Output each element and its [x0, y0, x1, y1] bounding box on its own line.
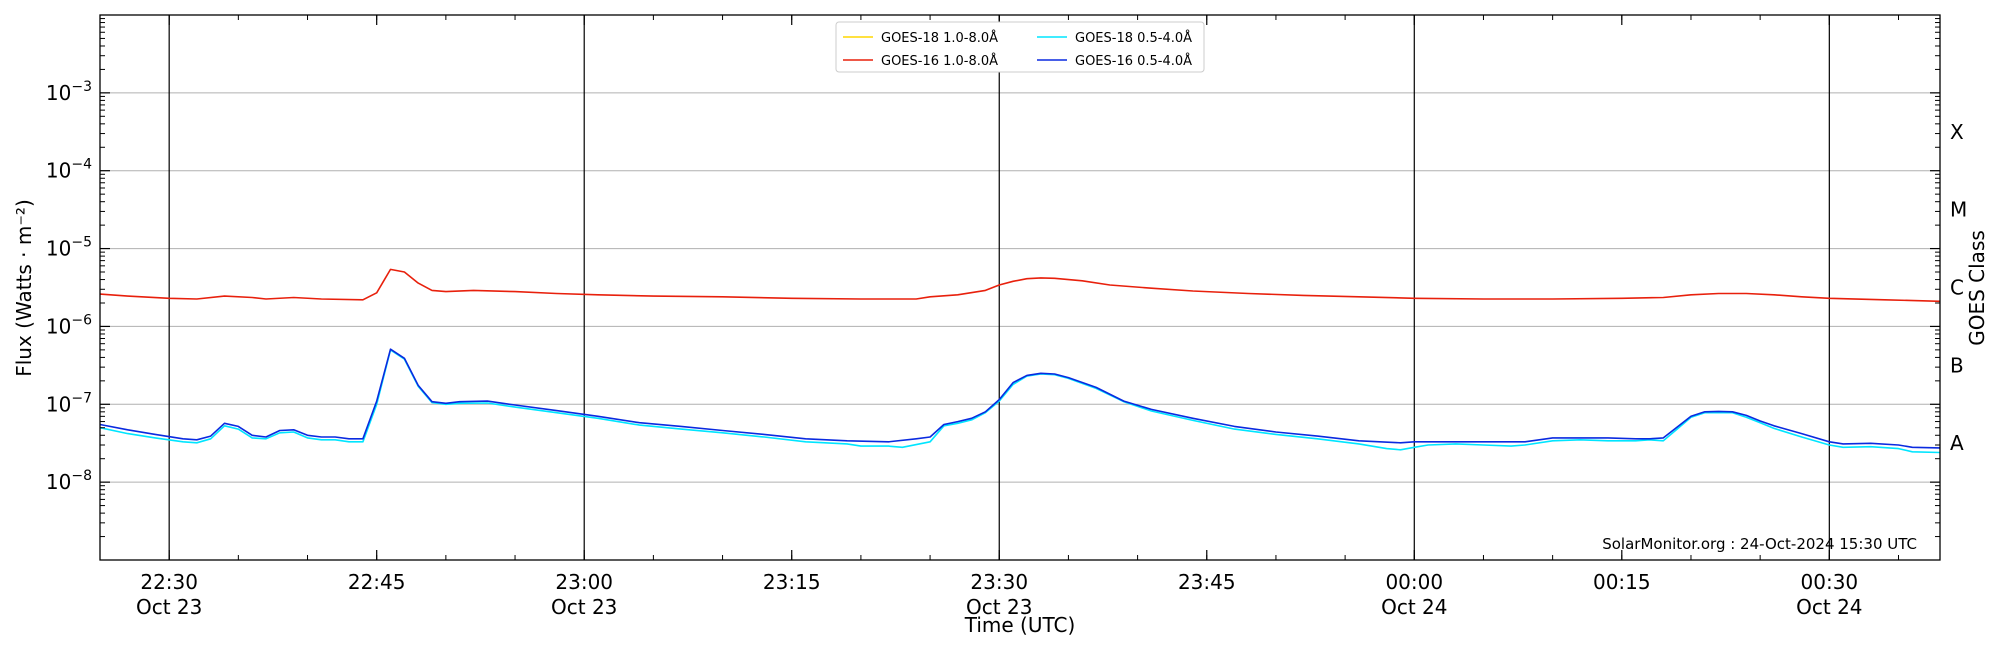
x-tick-label: 23:30 — [970, 570, 1028, 594]
goes-class-layer: A B C M X — [1950, 120, 1967, 455]
grid-layer — [100, 92, 1940, 483]
x-tick-label: 23:45 — [1178, 570, 1236, 594]
goes-class-axis-title: GOES Class — [1965, 230, 1989, 346]
y-axis-title: Flux (Watts · m⁻²) — [12, 199, 36, 377]
y-tick-label: 10−3 — [46, 79, 92, 105]
x-tick-date-label: Oct 23 — [966, 595, 1032, 619]
legend-label: GOES-18 1.0-8.0Å — [881, 30, 998, 46]
goes-class-label: A — [1950, 431, 1964, 455]
legend-label: GOES-16 1.0-8.0Å — [881, 53, 998, 69]
series-layer — [99, 268, 1941, 454]
series-line-2 — [99, 268, 1941, 303]
goes-class-label: C — [1950, 276, 1964, 300]
legend-label: GOES-16 0.5-4.0Å — [1075, 53, 1192, 69]
x-tick-date-label: Oct 23 — [136, 595, 202, 619]
x-tick-label: 00:15 — [1593, 570, 1651, 594]
y-tick-label: 10−4 — [46, 157, 92, 183]
source-annotation: SolarMonitor.org : 24-Oct-2024 15:30 UTC — [1602, 535, 1917, 553]
x-tick-date-label: Oct 23 — [551, 595, 617, 619]
legend: GOES-18 1.0-8.0Å GOES-16 1.0-8.0Å GOES-18 … — [835, 21, 1205, 73]
series-line-3 — [99, 348, 1941, 449]
legend-label: GOES-18 0.5-4.0Å — [1075, 30, 1192, 46]
x-tick-date-label: Oct 24 — [1381, 595, 1447, 619]
legend-box — [835, 21, 1205, 73]
x-tick-label: 00:00 — [1385, 570, 1443, 594]
vertical-lines-layer — [168, 15, 1830, 560]
y-tick-label: 10−7 — [46, 390, 92, 416]
x-tick-label: 23:00 — [555, 570, 613, 594]
series-line-1 — [99, 349, 1941, 454]
goes-class-label: X — [1950, 120, 1964, 144]
x-tick-label: 00:30 — [1801, 570, 1859, 594]
y-tick-label: 10−6 — [46, 312, 92, 338]
x-tick-label: 22:45 — [348, 570, 406, 594]
goes-class-label: M — [1950, 198, 1967, 222]
x-tick-label: 22:30 — [140, 570, 198, 594]
plot-frame — [99, 14, 1941, 561]
goes-class-label: B — [1950, 353, 1964, 377]
x-axis-title: Time (UTC) — [964, 613, 1076, 637]
x-tick-label: 23:15 — [763, 570, 821, 594]
y-tick-label: 10−5 — [46, 235, 92, 261]
x-tick-date-label: Oct 24 — [1796, 595, 1862, 619]
y-tick-label: 10−8 — [46, 468, 92, 494]
